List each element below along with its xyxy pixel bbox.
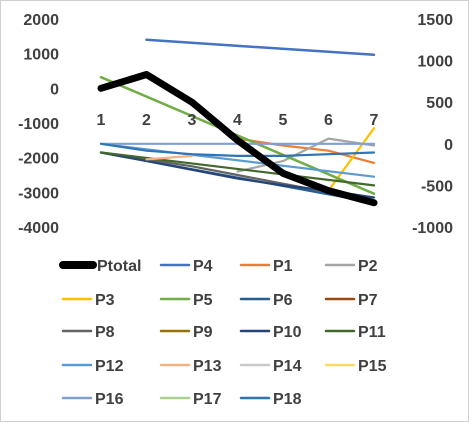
series-line-p12 — [99, 142, 376, 178]
category-labels: 1 2 3 4 5 6 7 — [97, 112, 379, 129]
right-tick-label: 500 — [426, 95, 453, 112]
series-line-ptotal — [97, 71, 378, 207]
legend-label-p2: P2 — [358, 258, 378, 275]
legend-label-p9: P9 — [193, 324, 213, 341]
legend-label-p15: P15 — [358, 358, 387, 375]
series-line-p5 — [99, 75, 376, 195]
left-tick-label: -3000 — [18, 185, 59, 202]
category-label: 4 — [233, 112, 242, 129]
legend-label-p1: P1 — [273, 258, 293, 275]
legend-label-p5: P5 — [193, 292, 213, 309]
category-label: 2 — [142, 112, 151, 129]
right-tick-label: 1500 — [417, 12, 453, 29]
series-line-p1 — [236, 137, 376, 164]
legend-label-p7: P7 — [358, 292, 378, 309]
category-label: 1 — [97, 112, 106, 129]
legend: Ptotal P4 P1 P2 P3 P5 P6 P7 P8 P9 P10 P11 P12 P13 P14 P… — [59, 258, 387, 408]
series-line-p18 — [99, 142, 376, 157]
series-line-p4 — [145, 38, 376, 57]
category-label: 3 — [188, 112, 197, 129]
right-axis-ticks: 1500 1000 500 0 -500 -1000 — [412, 12, 453, 237]
series-line-p13 — [145, 154, 194, 161]
category-label: 7 — [370, 112, 379, 129]
series-line-p2 — [236, 137, 376, 173]
legend-label-p18: P18 — [273, 391, 302, 408]
left-tick-label: 1000 — [23, 47, 59, 64]
left-tick-label: 0 — [50, 81, 59, 98]
legend-label-p16: P16 — [95, 391, 124, 408]
legend-label-p13: P13 — [193, 358, 222, 375]
left-tick-label: 2000 — [23, 12, 59, 29]
plot-lines — [97, 38, 378, 207]
legend-label-p3: P3 — [95, 292, 115, 309]
right-tick-label: -500 — [421, 178, 453, 195]
left-tick-label: -4000 — [18, 220, 59, 237]
left-axis-ticks: 2000 1000 0 -1000 -2000 -3000 -4000 — [18, 12, 59, 237]
category-label: 6 — [324, 112, 333, 129]
series-line-p11 — [99, 151, 376, 187]
right-tick-label: 0 — [444, 137, 453, 154]
right-tick-label: -1000 — [412, 220, 453, 237]
category-label: 5 — [279, 112, 288, 129]
left-tick-label: -2000 — [18, 151, 59, 168]
legend-label-ptotal: Ptotal — [97, 258, 141, 275]
legend-label-p14: P14 — [273, 358, 302, 375]
legend-label-p11: P11 — [358, 324, 386, 341]
legend-label-p8: P8 — [95, 324, 115, 341]
left-tick-label: -1000 — [18, 116, 59, 133]
right-tick-label: 1000 — [417, 54, 453, 71]
legend-label-p17: P17 — [193, 391, 222, 408]
legend-label-p6: P6 — [273, 292, 293, 309]
legend-label-p4: P4 — [193, 258, 213, 275]
legend-label-p12: P12 — [95, 358, 124, 375]
legend-label-p10: P10 — [273, 324, 302, 341]
